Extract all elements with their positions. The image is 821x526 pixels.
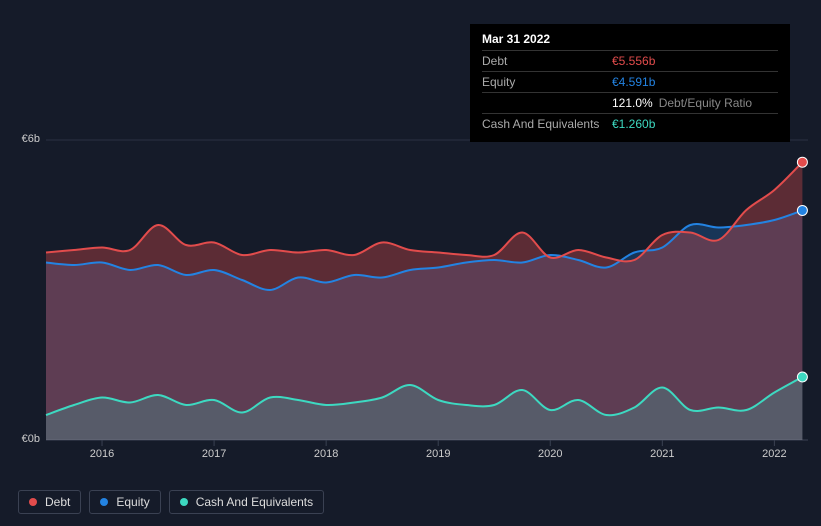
tooltip-date: Mar 31 2022 <box>482 32 778 51</box>
legend-item-label: Debt <box>45 495 70 509</box>
legend-dot-icon <box>100 498 108 506</box>
tooltip-row-value: €5.556b <box>612 54 655 68</box>
tooltip-row: Debt€5.556b <box>482 51 778 72</box>
tooltip-row-value: €4.591b <box>612 75 655 89</box>
tooltip-row-label: Cash And Equivalents <box>482 117 612 131</box>
end-marker-debt <box>797 157 807 167</box>
x-axis-label: 2022 <box>762 448 786 460</box>
x-axis-label: 2020 <box>538 448 562 460</box>
tooltip-row-label: Debt <box>482 54 612 68</box>
legend-item-equity[interactable]: Equity <box>89 490 160 514</box>
x-axis-label: 2018 <box>314 448 338 460</box>
legend-item-cash[interactable]: Cash And Equivalents <box>169 490 324 514</box>
legend-item-label: Cash And Equivalents <box>196 495 313 509</box>
x-axis-label: 2017 <box>202 448 226 460</box>
legend: Debt Equity Cash And Equivalents <box>18 490 324 514</box>
legend-dot-icon <box>29 498 37 506</box>
x-axis-label: 2021 <box>650 448 674 460</box>
tooltip-row: Equity€4.591b <box>482 72 778 93</box>
tooltip-row-extra: Debt/Equity Ratio <box>659 96 752 110</box>
tooltip-row: 121.0% Debt/Equity Ratio <box>482 93 778 114</box>
legend-dot-icon <box>180 498 188 506</box>
end-marker-equity <box>797 205 807 215</box>
y-axis-label: €0b <box>2 433 40 445</box>
end-marker-cash <box>797 372 807 382</box>
legend-item-label: Equity <box>116 495 149 509</box>
legend-item-debt[interactable]: Debt <box>18 490 81 514</box>
y-axis-label: €6b <box>2 133 40 145</box>
tooltip-row-label <box>482 96 612 110</box>
tooltip-row-value: €1.260b <box>612 117 655 131</box>
tooltip-row-label: Equity <box>482 75 612 89</box>
tooltip-row: Cash And Equivalents€1.260b <box>482 114 778 134</box>
tooltip-row-value: 121.0% <box>612 96 653 110</box>
x-axis-label: 2016 <box>90 448 114 460</box>
x-axis-label: 2019 <box>426 448 450 460</box>
chart-tooltip: Mar 31 2022 Debt€5.556bEquity€4.591b121.… <box>470 24 790 142</box>
